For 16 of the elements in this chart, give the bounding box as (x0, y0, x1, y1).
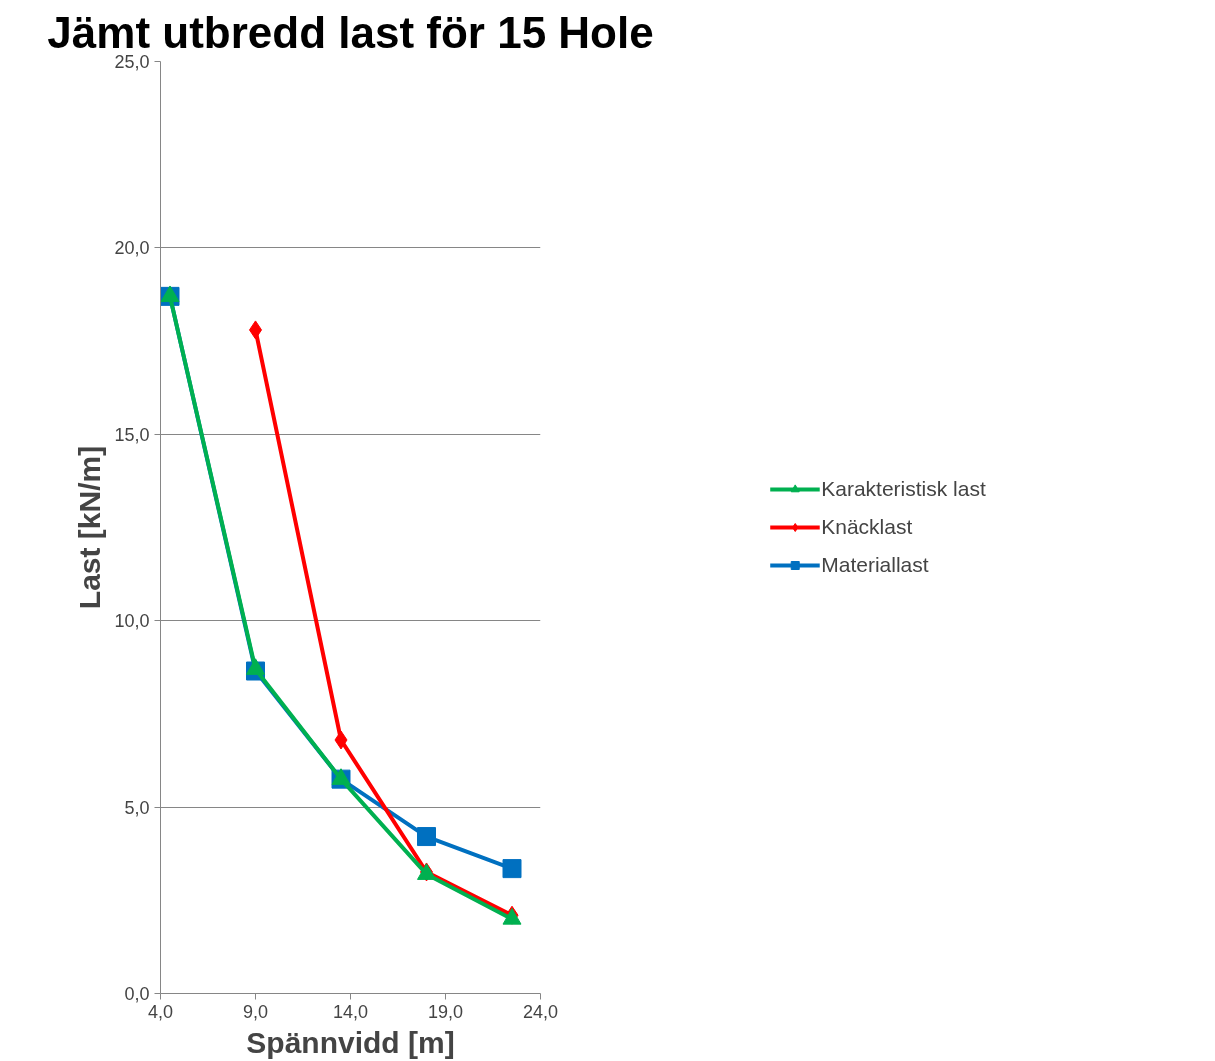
y-axis-title: Last [kN/m] (73, 445, 107, 610)
legend-label: Karakteristisk last (821, 477, 986, 501)
y-tick-label: 25,0 (114, 52, 150, 72)
y-tick-label: 15,0 (114, 424, 150, 445)
y-tick-label: 5,0 (124, 797, 150, 818)
x-tick-label: 14,0 (332, 1001, 369, 1022)
x-tick-label: 19,0 (427, 1001, 464, 1022)
x-axis-title: Spännvidd [m] (246, 1025, 455, 1059)
y-tick-label: 0,0 (124, 984, 150, 1004)
x-tick-label: 9,0 (242, 1001, 269, 1022)
x-tick-label: 24,0 (522, 1001, 559, 1022)
y-tick-label: 20,0 (114, 238, 150, 259)
legend-label: Knäcklast (821, 515, 913, 539)
legend-label: Materiallast (821, 553, 929, 577)
y-tick-label: 10,0 (114, 611, 150, 632)
x-tick-label: 4,0 (147, 1001, 174, 1022)
